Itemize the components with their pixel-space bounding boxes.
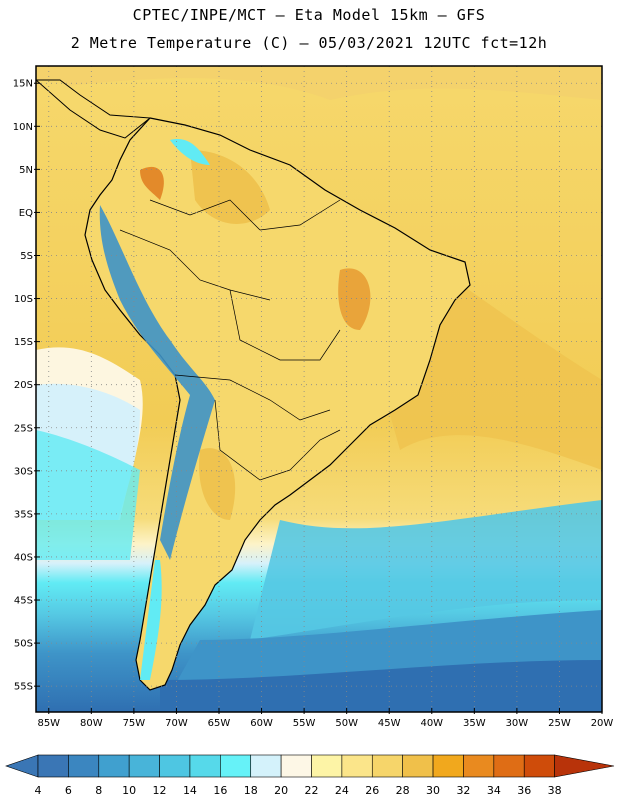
- colorbar-swatch: [280, 754, 312, 778]
- longitude-label: 70W: [165, 718, 188, 729]
- country-borders: [119, 199, 341, 481]
- colorbar-label: 20: [274, 784, 288, 797]
- longitude-labels: 85W 80W 75W 70W 65W 60W 55W 50W 45W 40W 35W 30W 25W 2…: [37, 708, 613, 729]
- colorbar-label: 16: [213, 784, 227, 797]
- colorbar-right-arrow: [554, 754, 615, 778]
- colorbar-label: 36: [517, 784, 531, 797]
- latitude-label: 20S: [14, 380, 33, 391]
- longitude-label: 30W: [506, 718, 529, 729]
- colorbar-swatch: [37, 754, 69, 778]
- map-frame: [35, 65, 603, 713]
- map-title-line-1: CPTEC/INPE/MCT – Eta Model 15km – GFS: [132, 6, 486, 24]
- brazil-hot: [338, 268, 371, 330]
- colorbar-label: 26: [365, 784, 379, 797]
- colorbar-label: 12: [153, 784, 167, 797]
- latitude-label: 10S: [14, 294, 33, 305]
- latitude-label: 10N: [13, 122, 33, 133]
- colorbar-swatch: [68, 754, 100, 778]
- longitude-label: 60W: [250, 718, 273, 729]
- longitude-label: 20W: [591, 718, 614, 729]
- andes-ridge: [99, 205, 215, 560]
- colorbar-label: 14: [183, 784, 197, 797]
- latitude-label: 15N: [13, 79, 33, 90]
- colorbar-swatch: [463, 754, 495, 778]
- latitude-label: 30S: [14, 466, 33, 477]
- latitude-label: 40S: [14, 552, 33, 563]
- longitude-label: 40W: [420, 718, 443, 729]
- colorbar-label: 38: [548, 784, 562, 797]
- colorbar-label: 8: [95, 784, 102, 797]
- longitude-label: 25W: [548, 718, 571, 729]
- colorbar-swatch: [432, 754, 464, 778]
- colorbar-label: 30: [426, 784, 440, 797]
- colorbar-label: 34: [487, 784, 501, 797]
- colorbar-swatch: [341, 754, 373, 778]
- colorbar-swatch: [311, 754, 343, 778]
- map-title-line-2: 2 Metre Temperature (C) – 05/03/2021 12U…: [70, 34, 548, 52]
- longitude-label: 45W: [378, 718, 401, 729]
- latitude-label: 55S: [14, 682, 33, 693]
- colorbar-swatch: [220, 754, 252, 778]
- longitude-label: 75W: [123, 718, 146, 729]
- latitude-label: 45S: [14, 596, 33, 607]
- colorbar-left-arrow: [5, 754, 39, 778]
- central-america-land: [36, 79, 152, 139]
- southern-andes: [140, 560, 162, 680]
- colorbar-swatch: [189, 754, 221, 778]
- colorbar-swatch: [402, 754, 434, 778]
- colorbar-label: 18: [244, 784, 258, 797]
- colorbar-label: 22: [305, 784, 319, 797]
- colorbar-swatch: [98, 754, 130, 778]
- colorbar-swatch: [493, 754, 525, 778]
- colombia-hot: [140, 166, 164, 200]
- south-atlantic-cool: [250, 500, 602, 640]
- colorbar-label: 32: [456, 784, 470, 797]
- venezuela-andes: [170, 139, 210, 165]
- pacific-cyan-zone: [36, 430, 140, 560]
- latitude-label: 5N: [19, 165, 33, 176]
- latitude-labels: 15N 10N 5N EQ 5S 10S 15S 20S 25S 30S 35S 40S 45S 50S 5…: [13, 79, 40, 693]
- longitude-label: 50W: [335, 718, 358, 729]
- latitude-label: EQ: [19, 208, 33, 219]
- longitude-label: 80W: [80, 718, 103, 729]
- colorbar-swatch: [159, 754, 191, 778]
- colorbar-swatch: [128, 754, 160, 778]
- longitude-label: 35W: [463, 718, 486, 729]
- longitude-label: 55W: [293, 718, 316, 729]
- argentina-warm: [199, 448, 236, 520]
- venezuela-warm: [190, 150, 270, 224]
- colorbar-swatch: [523, 754, 555, 778]
- colorbar-label: 24: [335, 784, 349, 797]
- colorbar-swatch: [371, 754, 403, 778]
- colorbar: 4 6 8 10 12 14 16 18 20 22 24 26 28 30 32 34 36 38: [5, 754, 615, 797]
- latitude-label: 50S: [14, 639, 33, 650]
- longitude-label: 65W: [208, 718, 231, 729]
- latitude-label: 25S: [14, 423, 33, 434]
- colorbar-swatch: [250, 754, 282, 778]
- map-plot-area: [36, 66, 602, 712]
- latitude-label: 5S: [20, 251, 33, 262]
- north-sea-band: [36, 66, 602, 100]
- colorbar-label: 6: [65, 784, 72, 797]
- latitude-label: 35S: [14, 509, 33, 520]
- colorbar-label: 4: [35, 784, 42, 797]
- longitude-label: 85W: [37, 718, 60, 729]
- colorbar-label: 28: [396, 784, 410, 797]
- colorbar-label: 10: [122, 784, 136, 797]
- latitude-label: 15S: [14, 337, 33, 348]
